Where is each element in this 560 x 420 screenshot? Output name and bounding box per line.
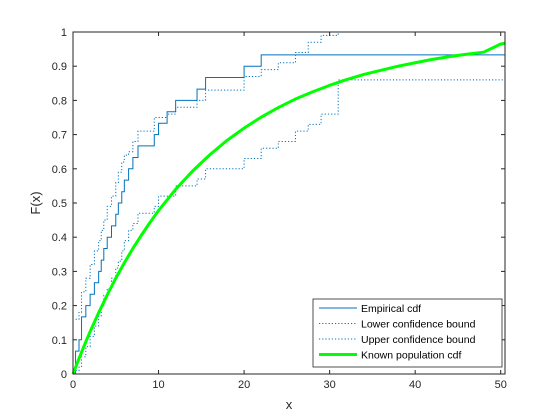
y-tick-label: 0.9 — [52, 61, 67, 73]
lower-confidence-bound-line — [75, 79, 505, 372]
y-tick-label: 0.2 — [52, 301, 67, 313]
y-tick-label: 0.4 — [52, 232, 67, 244]
empirical-cdf-line — [73, 54, 505, 375]
y-tick-label: 0.6 — [52, 164, 67, 176]
legend-known-cdf-label: Known population cdf — [361, 350, 461, 362]
y-tick-label: 0.8 — [52, 95, 67, 107]
y-tick-label: 1 — [61, 27, 67, 39]
known-population-cdf-line — [71, 41, 506, 375]
x-tick-label: 40 — [409, 379, 421, 391]
y-tick-label: 0.1 — [52, 335, 67, 347]
y-axis-label: F(x) — [28, 191, 43, 214]
legend-empirical-cdf-label: Empirical cdf — [361, 303, 421, 315]
legend-upper-bound-label: Upper confidence bound — [361, 334, 476, 346]
x-tick-label: 30 — [324, 379, 336, 391]
legend: Empirical cdf Lower confidence bound Upper… — [312, 298, 503, 368]
x-tick-label: 10 — [152, 379, 164, 391]
y-tick-label: 0 — [61, 369, 67, 381]
x-axis-ticks: 0 10 20 30 40 50 — [70, 32, 507, 391]
y-tick-label: 0.5 — [52, 198, 67, 210]
y-tick-label: 0.3 — [52, 266, 67, 278]
x-tick-label: 20 — [238, 379, 250, 391]
y-axis-ticks: 0 0.1 0.2 0.3 0.4 0.5 0.6 0.7 0.8 0.9 1 — [52, 27, 505, 381]
x-tick-label: 0 — [70, 379, 76, 391]
legend-lower-bound-label: Lower confidence bound — [361, 319, 476, 331]
y-tick-label: 0.7 — [52, 130, 67, 142]
x-axis-label: x — [286, 397, 293, 412]
legend-entries: Empirical cdf Lower confidence bound Upper… — [319, 303, 476, 362]
plot-lines — [71, 31, 506, 375]
x-tick-label: 50 — [495, 379, 507, 391]
